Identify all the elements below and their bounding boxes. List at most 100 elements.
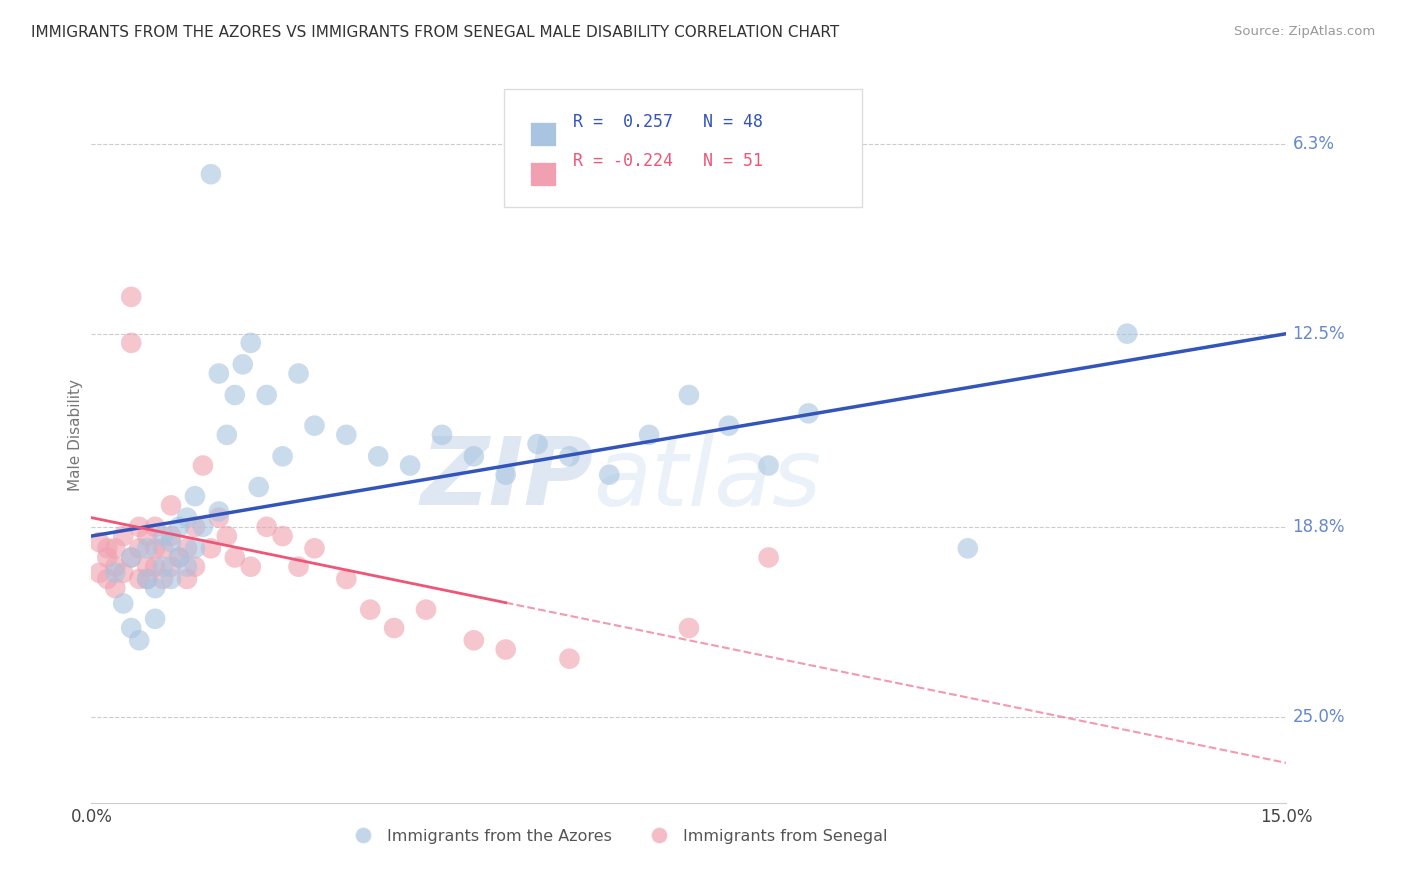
Point [136, 559, 159, 574]
FancyBboxPatch shape [503, 89, 862, 207]
Point [463, 450, 485, 464]
Point [89, 535, 111, 549]
Point [167, 550, 190, 565]
Point [160, 559, 183, 574]
Point [104, 566, 127, 580]
Point [495, 642, 517, 657]
Point [143, 520, 166, 534]
Point [152, 572, 174, 586]
Text: 12.5%: 12.5% [1292, 325, 1346, 343]
Point [463, 633, 485, 648]
Point [136, 572, 159, 586]
Point [191, 520, 214, 534]
Point [200, 541, 222, 556]
Point [128, 572, 150, 586]
Point [184, 541, 207, 556]
Point [152, 541, 174, 556]
Point [176, 541, 198, 556]
Point [112, 529, 135, 543]
Point [167, 550, 190, 565]
Point [96, 550, 118, 565]
Point [143, 541, 166, 556]
Point [96, 572, 118, 586]
Point [128, 633, 150, 648]
Point [128, 541, 150, 556]
Point [359, 602, 381, 616]
Point [495, 467, 517, 482]
Point [136, 529, 159, 543]
Point [271, 529, 294, 543]
Point [717, 418, 740, 433]
Point [208, 504, 231, 518]
Point [120, 621, 142, 635]
Text: IMMIGRANTS FROM THE AZORES VS IMMIGRANTS FROM SENEGAL MALE DISABILITY CORRELATIO: IMMIGRANTS FROM THE AZORES VS IMMIGRANTS… [31, 25, 839, 40]
Point [678, 388, 700, 402]
Bar [530, 122, 557, 146]
Point [256, 520, 278, 534]
Point [152, 559, 174, 574]
Point [224, 550, 246, 565]
Point [176, 510, 198, 524]
Point [758, 458, 780, 473]
Y-axis label: Male Disability: Male Disability [67, 379, 83, 491]
Point [136, 572, 159, 586]
Point [128, 520, 150, 534]
Point [176, 572, 198, 586]
Point [184, 559, 207, 574]
Point [558, 651, 581, 665]
Point [184, 489, 207, 503]
Point [136, 541, 159, 556]
Point [758, 550, 780, 565]
Point [96, 541, 118, 556]
Point [335, 428, 357, 442]
Point [200, 167, 222, 181]
Text: Source: ZipAtlas.com: Source: ZipAtlas.com [1234, 25, 1375, 38]
Point [215, 428, 238, 442]
Point [215, 529, 238, 543]
Point [239, 335, 262, 350]
Point [399, 458, 422, 473]
Point [120, 290, 142, 304]
Point [271, 450, 294, 464]
Text: ZIP: ZIP [420, 433, 593, 525]
Point [797, 406, 820, 420]
Point [112, 566, 135, 580]
Point [143, 559, 166, 574]
Point [287, 367, 309, 381]
Point [956, 541, 979, 556]
Point [120, 550, 142, 565]
Point [176, 559, 198, 574]
Point [120, 550, 142, 565]
Point [104, 581, 127, 595]
Bar [530, 161, 557, 186]
Point [112, 597, 135, 611]
Point [638, 428, 661, 442]
Point [224, 388, 246, 402]
Point [191, 458, 214, 473]
Point [367, 450, 389, 464]
Point [335, 572, 357, 586]
Point [104, 559, 127, 574]
Point [143, 612, 166, 626]
Point [184, 520, 207, 534]
Point [152, 529, 174, 543]
Point [415, 602, 437, 616]
Point [558, 450, 581, 464]
Point [160, 535, 183, 549]
Text: R =  0.257   N = 48: R = 0.257 N = 48 [574, 113, 763, 131]
Text: 18.8%: 18.8% [1292, 518, 1346, 536]
Point [1116, 326, 1139, 341]
Point [160, 499, 183, 513]
Legend: Immigrants from the Azores, Immigrants from Senegal: Immigrants from the Azores, Immigrants f… [340, 822, 894, 850]
Point [104, 541, 127, 556]
Point [239, 559, 262, 574]
Point [304, 541, 326, 556]
Point [287, 559, 309, 574]
Point [678, 621, 700, 635]
Point [160, 529, 183, 543]
Point [208, 510, 231, 524]
Point [382, 621, 405, 635]
Point [256, 388, 278, 402]
Point [430, 428, 453, 442]
Point [598, 467, 620, 482]
